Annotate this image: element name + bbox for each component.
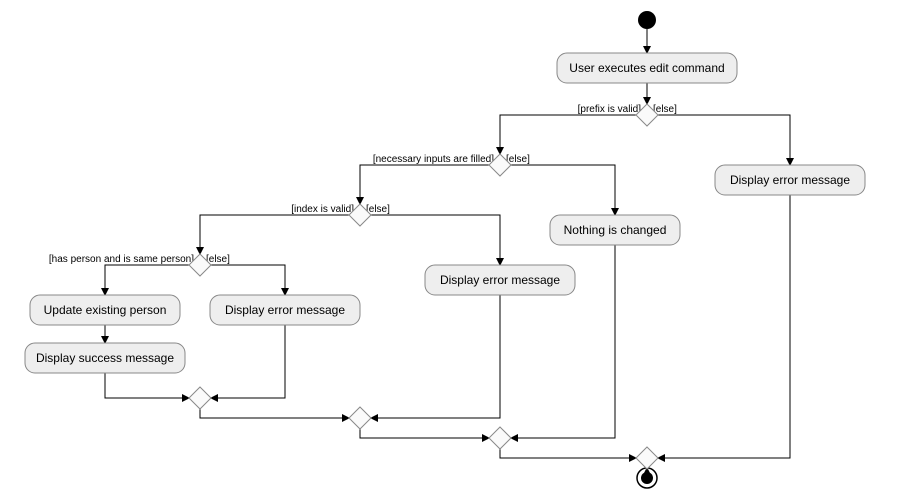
edge xyxy=(658,115,790,165)
edge xyxy=(500,115,636,154)
decision-m2 xyxy=(489,427,511,449)
start-node xyxy=(638,11,656,29)
edge xyxy=(211,325,285,398)
edge xyxy=(500,449,636,458)
edge xyxy=(360,429,489,438)
edge-label: [necessary inputs are filled] xyxy=(373,154,494,165)
decision-m3 xyxy=(349,407,371,429)
node-label-n2: Display error message xyxy=(730,173,850,187)
node-label-n6: Update existing person xyxy=(44,303,167,317)
edge xyxy=(105,265,189,295)
edge xyxy=(200,215,349,254)
edge-label: [index is valid] xyxy=(291,204,354,215)
edge xyxy=(511,165,615,215)
activity-diagram: [prefix is valid][else][necessary inputs… xyxy=(0,0,904,500)
edge xyxy=(360,165,489,204)
end-node-inner xyxy=(641,472,653,484)
edge-label: [has person and is same person] xyxy=(49,254,194,265)
node-label-n3: Nothing is changed xyxy=(564,223,667,237)
node-label-n1: User executes edit command xyxy=(569,61,724,75)
edge xyxy=(371,295,500,418)
node-label-n4: Display error message xyxy=(440,273,560,287)
edge xyxy=(200,409,349,418)
decision-m4 xyxy=(189,387,211,409)
edge-label: [prefix is valid] xyxy=(578,104,642,115)
node-label-n7: Display success message xyxy=(36,351,174,365)
edge xyxy=(371,215,500,265)
node-label-n5: Display error message xyxy=(225,303,345,317)
decision-m1 xyxy=(636,447,658,469)
edge xyxy=(105,373,189,398)
edge xyxy=(211,265,285,295)
